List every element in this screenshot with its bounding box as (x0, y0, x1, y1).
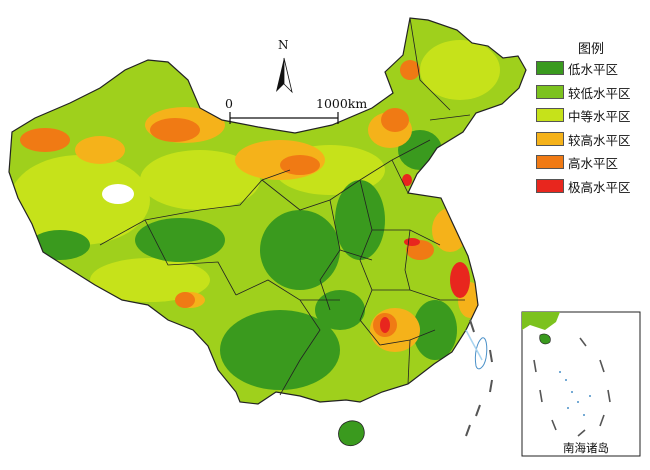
zone-veryhigh-ne (400, 60, 420, 80)
legend-label: 高水平区 (568, 155, 619, 171)
zone-low-sichuan (260, 210, 340, 290)
zone-veryhigh-farwest (20, 128, 70, 152)
province-borders (99, 17, 471, 396)
north-arrow-icon (276, 57, 293, 94)
scale-bar (229, 112, 339, 124)
legend-swatch (536, 155, 564, 169)
legend-title: 图例 (578, 42, 605, 57)
level-zones (10, 40, 500, 390)
zone-low-qinghai (135, 218, 225, 262)
zone-veryhigh-tibet (175, 292, 195, 308)
scale-end-label: 1000km (316, 96, 368, 111)
zone-veryhigh-xinjiang (150, 118, 200, 142)
zone-low-loess (335, 180, 385, 260)
bohai-sea (415, 171, 446, 196)
inset-frame (521, 311, 641, 457)
north-label: N (278, 38, 289, 52)
legend-item-extreme: 极高水平区 (536, 178, 631, 195)
zone-veryhigh-center (280, 155, 320, 175)
taiwan-island (474, 337, 488, 370)
legend-swatch (536, 132, 564, 146)
legend-label: 极高水平区 (568, 179, 631, 195)
legend-item-medium: 中等水平区 (536, 107, 631, 124)
zone-veryhigh-north (381, 108, 409, 132)
zone-low-southwest (220, 310, 340, 390)
hainan-island (338, 420, 365, 447)
legend-swatch (536, 179, 564, 193)
coastline-water (465, 329, 483, 361)
china-outline (8, 17, 527, 405)
zone-extreme-beijing (402, 174, 412, 186)
zone-mid-northeast (420, 40, 500, 100)
zone-low-hunan (315, 290, 365, 330)
zone-mid-west (10, 155, 150, 245)
inset-label: 南海诸岛 (563, 441, 609, 455)
legend-swatch (536, 108, 564, 122)
legend-item-lower: 较低水平区 (536, 84, 631, 101)
legend-swatch (536, 85, 564, 99)
zone-low-far-west (30, 230, 90, 260)
zone-extreme-shanghai (450, 262, 470, 298)
legend-label: 较高水平区 (568, 132, 631, 148)
zone-mid-north (140, 150, 260, 210)
zone-high-west (75, 136, 125, 164)
legend-label: 较低水平区 (568, 85, 631, 101)
legend-label: 中等水平区 (568, 108, 631, 124)
zone-mid-tibet (90, 258, 210, 302)
legend-swatch (536, 61, 564, 75)
zone-extreme-hunan (380, 317, 390, 333)
legend-item-high: 高水平区 (536, 154, 619, 171)
lake-white-area (102, 184, 134, 204)
legend-item-higher: 较高水平区 (536, 131, 631, 148)
scale-start-label: 0 (225, 96, 233, 111)
legend-item-low: 低水平区 (536, 60, 619, 77)
maritime-boundary-dashes (465, 319, 493, 437)
zone-extreme-jiangsu (404, 238, 420, 246)
legend-label: 低水平区 (568, 61, 619, 77)
